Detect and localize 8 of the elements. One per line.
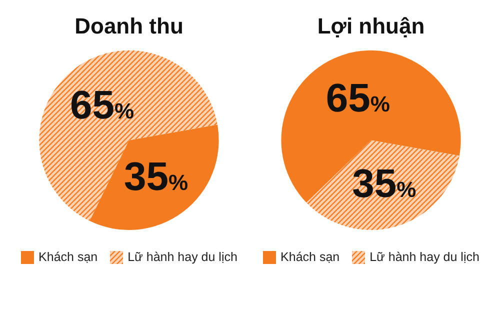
- legend-label: Khách sạn: [280, 250, 340, 264]
- data-label: 35%: [124, 155, 188, 200]
- legend-label: Khách sạn: [38, 250, 98, 264]
- data-label: 65%: [326, 76, 390, 120]
- legend-label: Lữ hành hay du lịch: [128, 250, 238, 264]
- legend-label: Lữ hành hay du lịch: [370, 250, 480, 264]
- chart-title: Lợi nhuận: [317, 13, 425, 38]
- chart-title: Doanh thu: [74, 13, 184, 38]
